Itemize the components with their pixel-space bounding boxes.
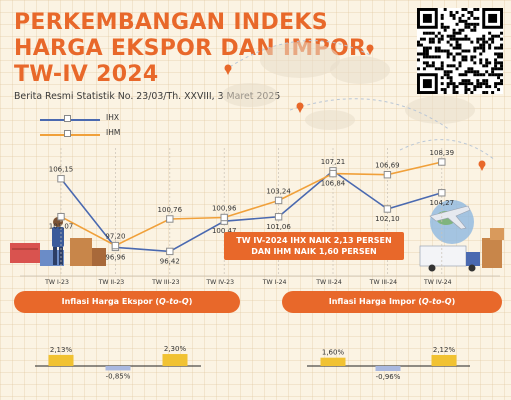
data-label-ihm: 100,96 [212,204,237,212]
bar-label: 2,13% [50,346,73,354]
route-arc [399,139,496,161]
x-tick-label: TW IV-24 [423,279,452,286]
bar [105,366,131,371]
bar-label: -0,96% [376,373,401,381]
data-point-ihm [438,158,446,166]
x-tick-label: TW III-23 [151,279,180,286]
x-tick-label: TW I-23 [44,279,69,286]
x-tick-label: TW I-24 [262,279,287,286]
cargo-box-icon [490,228,504,240]
data-label-ihm: 100,76 [158,206,183,214]
inflasi-ekspor-prefix: Inflasi Harga Ekspor ( [61,297,160,306]
bar-label: -0,85% [106,372,131,380]
title-line-3: TW-IV 2024 [14,62,159,87]
container-icon [10,243,40,263]
legend-ihm-marker [64,130,71,137]
container-icon [40,250,64,266]
inflasi-impor-title: Inflasi Harga Impor (Q-to-Q) [282,291,502,313]
data-label-ihm: 106,69 [375,162,400,170]
inflasi-impor-qtoq: Q-to-Q [421,297,452,306]
series-line-ihm [60,161,442,247]
data-label-ihx: 96,42 [160,257,180,265]
inflasi-ekspor-suffix: ) [188,297,193,306]
x-tick-label: TW IV-23 [205,279,234,286]
route-arc [224,40,371,71]
data-label-ihm: 101,07 [49,223,74,231]
truck-icon [419,245,467,267]
callout-line-2: DAN IHM NAIK 1,60 PERSEN [251,247,377,256]
chart-legend: IHX IHM [40,113,150,143]
data-point-ihm [383,171,392,179]
data-label-ihx: 100,47 [212,227,237,235]
series-line-ihx [60,169,443,253]
decoration-layer [10,40,504,272]
data-point-ihm [274,196,283,205]
legend-ihx: IHX [40,113,150,128]
cargo-box-icon [70,238,92,266]
data-label-ihx: 101,06 [266,223,291,231]
bar-label: 2,12% [433,346,456,354]
x-tick-label: TW III-24 [369,279,398,286]
data-label-ihx: 96,96 [105,253,126,261]
route-arc [289,98,451,131]
legend-ihm: IHM [40,128,150,143]
bar [320,357,346,366]
data-label-ihm: 97,20 [105,233,125,241]
inflasi-impor-prefix: Inflasi Harga Impor ( [328,297,422,306]
data-point-ihx [438,189,446,197]
legend-ihm-label: IHM [106,128,121,137]
map-shape [330,56,390,84]
data-label-ihx: 102,10 [375,215,400,223]
data-point-ihx [57,175,65,183]
data-point-ihm [166,215,174,223]
map-shape [222,83,278,107]
line-chart: 106,15 96,96 96,42 100,47 101,06 107,21 102,10… [20,148,500,286]
data-point-ihm [111,241,120,250]
data-label-ihm: 108,39 [430,149,455,157]
map-shape [260,42,340,78]
data-label-ihx: 104,27 [430,199,455,207]
bar-label: 2,30% [164,345,187,353]
bar-chart-ekspor: 2,13% -0,85% 2,30% [35,345,201,380]
airplane-icon [429,205,471,230]
cargo-box-icon [92,248,106,266]
inflasi-impor-suffix: ) [451,297,456,306]
bar [162,354,188,366]
map-shape [305,110,355,130]
data-label-ihx: 107,21 [321,158,346,166]
inflasi-ekspor-title: Inflasi Harga Ekspor (Q-to-Q) [14,291,240,313]
legend-ihx-marker [64,115,71,122]
subtitle: Berita Resmi Statistik No. 23/03/Th. XXV… [14,91,281,102]
x-tick-label: TW II-24 [315,279,342,286]
bar-chart-impor: 1,60% -0,96% 2,12% [307,346,470,381]
data-point-ihx [274,213,283,221]
data-label-ihx: 106,15 [49,166,74,174]
callout-box: TW IV-2024 IHX NAIK 2,13 PERSEN DAN IHM … [224,232,404,260]
callout-line-1: TW IV-2024 IHX NAIK 2,13 PERSEN [236,236,392,245]
data-point-ihm [220,213,228,222]
legend-ihx-label: IHX [106,113,119,122]
bar [48,354,74,366]
data-point-ihm [329,169,337,178]
data-label-ihm: 103,24 [266,187,291,195]
cargo-box-icon [482,238,502,268]
map-shape [405,96,475,124]
title-line-1: PERKEMBANGAN INDEKS [14,10,328,35]
bar [431,354,457,366]
bar-label: 1,60% [322,349,345,357]
bar [375,366,401,371]
inflasi-ekspor-qtoq: Q-to-Q [159,297,189,306]
data-point-ihm [57,212,65,221]
x-tick-label: TW II-23 [98,279,125,286]
data-point-ihx [383,205,392,213]
data-point-ihx [166,247,174,256]
qr-code-icon[interactable] [417,8,503,94]
data-label-ihm: 106,84 [321,180,346,188]
